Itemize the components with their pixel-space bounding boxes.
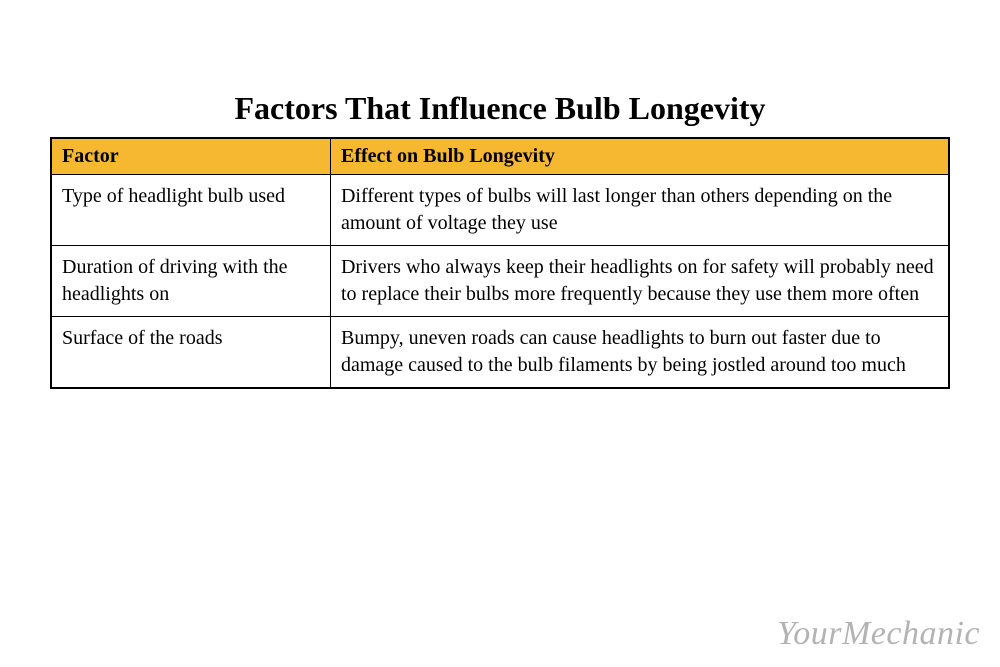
col-header-factor: Factor [51, 138, 330, 175]
cell-factor: Type of headlight bulb used [51, 175, 330, 246]
factors-table: Factor Effect on Bulb Longevity Type of … [50, 137, 950, 389]
cell-factor: Surface of the roads [51, 317, 330, 389]
table-header-row: Factor Effect on Bulb Longevity [51, 138, 949, 175]
col-header-effect: Effect on Bulb Longevity [330, 138, 949, 175]
cell-effect: Different types of bulbs will last longe… [330, 175, 949, 246]
table-row: Duration of driving with the headlights … [51, 246, 949, 317]
page-title: Factors That Influence Bulb Longevity [50, 90, 950, 127]
cell-effect: Bumpy, uneven roads can cause headlights… [330, 317, 949, 389]
cell-factor: Duration of driving with the headlights … [51, 246, 330, 317]
page-container: Factors That Influence Bulb Longevity Fa… [0, 0, 1000, 667]
watermark-logo: YourMechanic [777, 615, 980, 653]
table-row: Surface of the roads Bumpy, uneven roads… [51, 317, 949, 389]
table-row: Type of headlight bulb used Different ty… [51, 175, 949, 246]
cell-effect: Drivers who always keep their headlights… [330, 246, 949, 317]
